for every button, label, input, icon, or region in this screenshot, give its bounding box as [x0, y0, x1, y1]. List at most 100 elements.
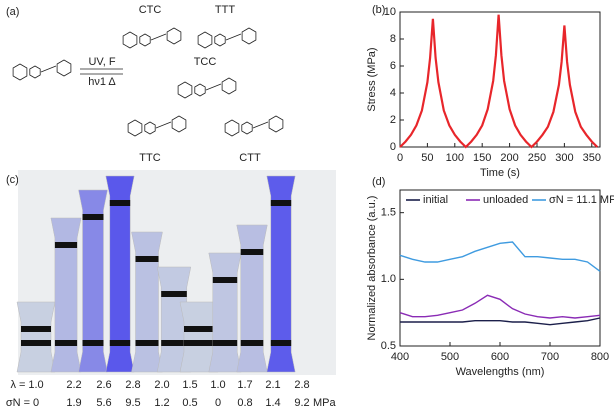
row-label: λ = [11, 379, 26, 391]
grip-mark [54, 340, 78, 346]
bond [150, 33, 167, 41]
isomer-label: CTT [239, 152, 261, 164]
ring [194, 83, 206, 97]
data-line [399, 14, 599, 149]
x-tick-label: 400 [391, 351, 409, 363]
grip-mark [21, 326, 51, 332]
x-tick-label: 200 [500, 152, 518, 164]
y-tick-label: 6 [390, 60, 396, 72]
x-tick-label: 500 [441, 351, 459, 363]
x-tick-label: 600 [491, 351, 509, 363]
ring [221, 77, 237, 95]
table-value: 1.4 [265, 397, 280, 409]
legend-label: initial [423, 194, 448, 206]
y-tick-label: 1.0 [381, 273, 396, 285]
x-tick-label: 50 [421, 152, 433, 164]
condition: hν1 Δ [88, 76, 116, 88]
ring [197, 31, 213, 49]
grip-mark [240, 340, 264, 346]
x-tick-label: 300 [555, 152, 573, 164]
grip-mark [21, 340, 51, 346]
ring [139, 33, 151, 47]
plot-frame [399, 11, 601, 148]
panel-label: (c) [6, 174, 19, 186]
specimen [131, 231, 163, 373]
grip-mark [109, 200, 131, 206]
ring [12, 63, 28, 81]
panel-label: (a) [6, 6, 19, 18]
bond [40, 65, 57, 73]
bond [252, 121, 269, 129]
panel-label: (b) [372, 4, 385, 16]
table-value: 1.5 [182, 379, 197, 391]
condition: UV, F [88, 56, 115, 68]
specimen [16, 301, 56, 373]
isomer-label: CTC [139, 4, 162, 16]
grip-mark [212, 340, 238, 346]
data-line [399, 294, 601, 319]
y-tick-label: 4 [390, 87, 396, 99]
ring [122, 31, 138, 49]
x-axis-label: Wavelengths (nm) [456, 366, 545, 378]
table-value: 5.6 [96, 397, 111, 409]
table-value: 0 [215, 397, 221, 409]
table-value: 2.2 [66, 379, 81, 391]
specimen [208, 252, 242, 373]
x-axis-label: Time (s) [480, 167, 520, 179]
grip-mark [240, 249, 264, 255]
table-value: 2.0 [154, 379, 169, 391]
ring [224, 119, 240, 137]
ring [127, 119, 143, 137]
table-value: 0.5 [182, 397, 197, 409]
isomer-label: TCC [194, 56, 217, 68]
grip-mark [161, 340, 187, 346]
grip-mark [270, 200, 292, 206]
data-line [400, 317, 601, 326]
specimen [50, 217, 82, 373]
table-value: 1.9 [66, 397, 81, 409]
y-tick-label: 0 [390, 141, 396, 153]
y-tick-label: 2 [390, 114, 396, 126]
x-tick-label: 250 [528, 152, 546, 164]
row-label: σN = [6, 397, 30, 409]
ring [56, 59, 72, 77]
isomer-label: TTT [215, 4, 235, 16]
y-axis-label: Normalized absorbance (a.u.) [366, 196, 378, 341]
grip-mark [82, 214, 104, 220]
bond [225, 33, 242, 41]
isomer-label: TTC [139, 152, 160, 164]
grip-mark [54, 242, 78, 248]
ring [144, 121, 156, 135]
y-tick-label: 10 [384, 6, 396, 18]
legend-label: unloaded [483, 194, 528, 206]
x-tick-label: 700 [541, 351, 559, 363]
specimen [266, 175, 296, 373]
table-value: 9.2 [294, 397, 309, 409]
data-line [399, 241, 601, 272]
table-value: 9.5 [125, 397, 140, 409]
grip-mark [82, 340, 104, 346]
y-tick-label: 1.5 [381, 207, 396, 219]
x-tick-label: 150 [473, 152, 491, 164]
table-value: 1.0 [210, 379, 225, 391]
grip-mark [184, 340, 214, 346]
ring [268, 115, 284, 133]
table-value: 2.6 [96, 379, 111, 391]
ring [171, 115, 187, 133]
ring [241, 121, 253, 135]
grip-mark [135, 256, 159, 262]
ring [29, 65, 41, 79]
x-tick-label: 350 [583, 152, 601, 164]
table-value: 2.8 [294, 379, 309, 391]
table-value: 1.2 [154, 397, 169, 409]
y-axis-label: Stress (MPa) [366, 47, 378, 111]
y-tick-label: 8 [390, 33, 396, 45]
ring [177, 81, 193, 99]
table-value: 2.8 [125, 379, 140, 391]
grip-mark [270, 340, 292, 346]
table-value: 0 [33, 397, 39, 409]
table-value: 2.1 [265, 379, 280, 391]
x-tick-label: 0 [397, 152, 403, 164]
x-tick-label: 800 [591, 351, 609, 363]
